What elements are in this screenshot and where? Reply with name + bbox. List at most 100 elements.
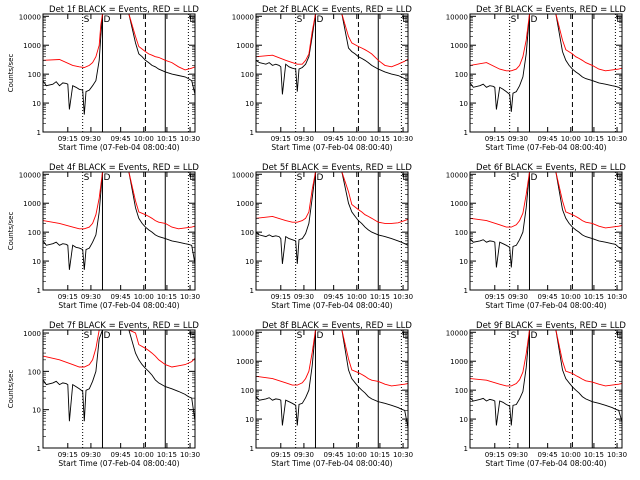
y-tick-label: 1 [250,445,254,453]
plot-frame [42,329,196,449]
x-tick-label: 09:15 [485,135,505,143]
x-tick-label: 10:30 [607,451,627,459]
y-tick-label: 10 [459,258,468,266]
panel-title: Det 1f BLACK = Events, RED = LLD [49,5,199,15]
x-tick-label: 09:15 [271,135,291,143]
x-tick-label: 10:30 [180,451,200,459]
x-tick-label: 10:00 [134,293,154,301]
x-tick-label: 09:15 [58,451,78,459]
x-tick-label: 10:30 [607,135,627,143]
marker-label: S [511,15,517,25]
panel-title: Det 9f BLACK = Events, RED = LLD [476,321,626,331]
x-tick-label: 10:30 [607,293,627,301]
x-tick-label: 09:15 [58,293,78,301]
plot-frame [469,13,623,133]
marker-label: S [84,15,90,25]
y-tick-label: 10000 [19,171,41,179]
x-tick-label: 10:00 [347,293,367,301]
marker-label: E [616,173,622,183]
x-tick-label: 10:15 [370,293,390,301]
x-axis-label: Start Time (07-Feb-04 08:00:40) [58,143,179,152]
x-tick-label: 09:15 [485,293,505,301]
marker-label: S [297,331,303,341]
series-events-line [256,14,408,95]
y-tick-label: 1 [464,287,468,295]
marker-label: D [316,15,323,25]
y-tick-label: 1000 [236,200,254,208]
x-tick-label: 09:45 [324,451,344,459]
y-tick-label: 10 [459,416,468,424]
marker-label: E [616,331,622,341]
y-axis-label: Counts/sec [7,212,15,251]
y-tick-label: 1000 [236,42,254,50]
y-tick-label: 1000 [23,330,41,338]
y-tick-label: 1000 [450,42,468,50]
series-events-line [256,172,408,264]
x-tick-label: 10:30 [180,135,200,143]
series-lld-line [256,14,408,68]
panel-title: Det 4f BLACK = Events, RED = LLD [49,163,199,173]
x-tick-label: 09:30 [294,451,314,459]
x-tick-label: 09:45 [538,451,558,459]
y-tick-label: 10000 [232,329,254,337]
y-tick-label: 1 [464,445,468,453]
x-tick-label: 09:30 [81,293,101,301]
x-tick-label: 10:15 [370,451,390,459]
y-tick-label: 1000 [450,358,468,366]
x-tick-label: 10:30 [393,135,413,143]
x-tick-label: 09:30 [508,451,528,459]
y-tick-label: 10000 [446,329,468,337]
panel-title: Det 7f BLACK = Events, RED = LLD [49,321,199,331]
x-tick-label: 09:45 [324,135,344,143]
x-tick-label: 09:45 [111,135,131,143]
x-tick-label: 10:15 [584,135,604,143]
y-tick-label: 10 [32,258,41,266]
panel-title: Det 6f BLACK = Events, RED = LLD [476,163,626,173]
y-tick-label: 10000 [232,13,254,21]
series-events-line [43,330,195,422]
x-tick-label: 09:45 [538,293,558,301]
y-tick-label: 100 [28,229,41,237]
series-lld-line [470,14,622,72]
x-axis-label: Start Time (07-Feb-04 08:00:40) [58,459,179,468]
x-tick-label: 10:00 [347,135,367,143]
plot-frame [255,171,409,291]
x-tick-label: 09:30 [81,135,101,143]
y-axis-label: Counts/sec [7,370,15,409]
marker-label: D [530,331,537,341]
marker-label: S [84,173,90,183]
panel-title: Det 3f BLACK = Events, RED = LLD [476,5,626,15]
y-tick-label: 100 [28,71,41,79]
x-tick-label: 09:15 [58,135,78,143]
y-tick-label: 100 [455,387,468,395]
y-tick-label: 1 [250,129,254,137]
series-lld-line [43,330,195,368]
x-tick-label: 10:15 [157,293,177,301]
x-tick-label: 09:45 [324,293,344,301]
x-tick-label: 09:30 [81,451,101,459]
x-tick-label: 10:00 [561,451,581,459]
x-axis-label: Start Time (07-Feb-04 08:00:40) [485,143,606,152]
x-tick-label: 09:30 [294,135,314,143]
x-tick-label: 10:15 [157,135,177,143]
x-tick-label: 09:15 [485,451,505,459]
y-tick-label: 100 [241,229,254,237]
x-tick-label: 10:15 [584,293,604,301]
y-tick-label: 10 [459,100,468,108]
y-tick-label: 1 [37,129,41,137]
x-axis-label: Start Time (07-Feb-04 08:00:40) [271,143,392,152]
y-tick-label: 1000 [236,358,254,366]
y-tick-label: 10000 [232,171,254,179]
series-events-line [43,172,195,270]
y-tick-label: 10000 [446,171,468,179]
x-tick-label: 10:00 [134,451,154,459]
y-tick-label: 10 [32,407,41,415]
y-tick-label: 1000 [23,42,41,50]
x-tick-label: 09:45 [111,293,131,301]
marker-label: E [189,173,195,183]
